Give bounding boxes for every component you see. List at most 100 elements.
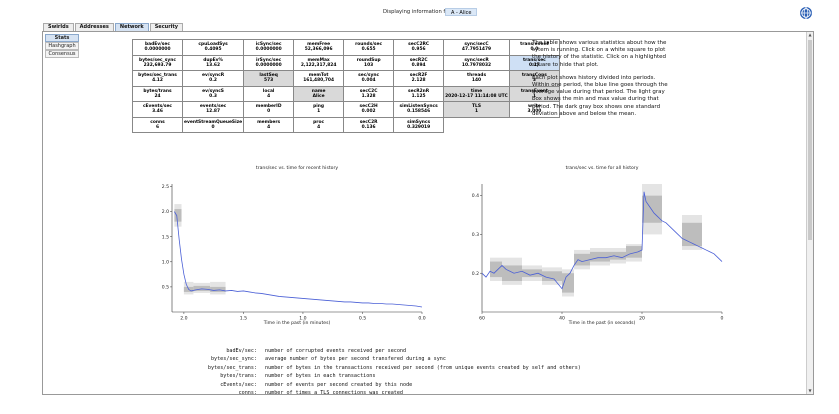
stat-cell-ev-syncs[interactable]: ev/syncS 0.3 <box>181 85 245 102</box>
stat-cell-time[interactable]: time 2020-12-17 11:14:08 UTC <box>443 85 510 102</box>
stat-cell-memmax[interactable]: memMax 2,122,317,824 <box>293 54 345 71</box>
member-selector[interactable]: A - Alice <box>445 8 478 16</box>
stat-cell-cevents-sec[interactable]: cEvents/sec 3.46 <box>132 101 183 118</box>
stats-row: badEv/sec 0.0000000 cpuLoadSys 0.4095 icSync… <box>132 39 560 56</box>
stat-cell-ping[interactable]: ping 1 <box>293 101 345 118</box>
y-tick-label: 0.2 <box>472 271 479 277</box>
scroll-down-icon[interactable]: ▼ <box>808 388 812 393</box>
tab-swirlds[interactable]: Swirlds <box>43 23 74 31</box>
stat-value: 232,693.79 <box>143 62 172 68</box>
stat-cell-eventstreamqueuesize[interactable]: eventStreamQueueSize 0 <box>181 116 245 133</box>
sub-tabs: Stats Hashgraph Consensus <box>45 34 79 58</box>
stat-value: 6 <box>155 124 160 130</box>
tab-security[interactable]: Security <box>149 23 184 31</box>
stat-cell-simlistensyncs[interactable]: simListenSyncs 0.158546 <box>393 101 445 118</box>
stat-cell-events-sec[interactable]: events/sec 12.87 <box>181 101 245 118</box>
tab-addresses[interactable]: Addresses <box>74 23 114 31</box>
stat-cell-memfree[interactable]: memFree 52,366,096 <box>293 39 345 56</box>
glossary-text: number of corrupted events received per … <box>265 348 407 354</box>
y-tick-label: 2.5 <box>162 184 169 190</box>
stat-cell-transevent[interactable]: transEvent 1 <box>508 85 560 102</box>
stat-value: 1.125 <box>411 93 426 99</box>
chart-title: trans/sec vs. time for all history <box>565 166 639 171</box>
stat-cell-secc2r[interactable]: secC2R 0.136 <box>343 116 395 133</box>
stat-cell-irsync-sec[interactable]: irSync/sec 0.0000000 <box>243 54 295 71</box>
stat-cell-badev-sec[interactable]: badEv/sec 0.0000000 <box>132 39 183 56</box>
stats-row: cEvents/sec 3.46 events/sec 12.87 memberID 0 p… <box>132 101 560 118</box>
stat-cell-roundsup[interactable]: roundSup 103 <box>343 54 395 71</box>
stat-cell-conns[interactable]: conns 6 <box>132 116 183 133</box>
stat-cell-ev-syncr[interactable]: ev/syncR 0.2 <box>181 70 245 87</box>
stat-value: 4 <box>267 124 271 130</box>
x-axis-label: Time in the past (in seconds) <box>568 321 636 326</box>
stat-cell-icsync-sec[interactable]: icSync/sec 0.0000000 <box>243 39 295 56</box>
stat-name: conns <box>150 119 165 125</box>
stat-cell-rounds-sec[interactable]: rounds/sec 0.655 <box>343 39 395 56</box>
subtab-consensus[interactable]: Consensus <box>45 50 79 58</box>
stat-cell-members[interactable]: members 4 <box>243 116 295 133</box>
stat-cell-bytes-sec-sync[interactable]: bytes/sec_sync 232,693.79 <box>132 54 183 71</box>
stat-value: 103 <box>364 62 374 68</box>
stat-cell-memtot[interactable]: memTot 161,480,704 <box>293 70 345 87</box>
stat-cell-write[interactable]: write 3,000 <box>508 101 560 118</box>
stat-cell-cpuloadsys[interactable]: cpuLoadSys 0.4095 <box>181 39 245 56</box>
glossary-item: cEvents/sec: number of events per second … <box>133 381 581 389</box>
stat-cell-local[interactable]: local 4 <box>243 85 295 102</box>
stat-cell-sync-secr[interactable]: sync/secR 10.7978032 <box>443 54 510 71</box>
stat-value: 0.2 <box>209 78 217 84</box>
stat-cell-simsyncs[interactable]: simSyncs 0.329019 <box>393 116 445 133</box>
stat-cell-bytes-sec-trans[interactable]: bytes/sec_trans 4.12 <box>132 70 183 87</box>
stat-cell-threads[interactable]: threads 140 <box>443 70 510 87</box>
stat-cell-trans-sec[interactable]: trans/sec 0.17 <box>508 54 560 71</box>
stat-name: simSyncs <box>407 119 431 125</box>
stat-name: memberID <box>255 104 282 110</box>
stddev-box <box>682 222 702 247</box>
stat-cell-secc2h[interactable]: secC2H 0.002 <box>343 101 395 118</box>
glossary-text: number of events per second created by t… <box>265 381 413 388</box>
stddev-box <box>174 209 182 222</box>
stat-cell-memberid[interactable]: memberID 0 <box>243 101 295 118</box>
subtab-stats[interactable]: Stats <box>45 34 79 42</box>
x-tick-label: 0.0 <box>418 316 425 322</box>
scroll-up-icon[interactable]: ▲ <box>808 32 812 37</box>
stat-cell-dupev[interactable]: dupEv% 13.62 <box>181 54 245 71</box>
stat-cell-secr2nr[interactable]: secR2nR 1.125 <box>393 85 445 102</box>
stat-cell-proc[interactable]: proc 4 <box>293 116 345 133</box>
scrollbar-thumb[interactable] <box>808 40 812 240</box>
stat-name: TLS <box>472 104 481 110</box>
stat-cell-secr2c[interactable]: secR2C 0.894 <box>393 54 445 71</box>
stat-cell-name[interactable]: name Alice <box>293 85 345 102</box>
stat-value: 3,000 <box>527 109 542 115</box>
stat-cell-secc2rc[interactable]: secC2RC 0.956 <box>393 39 445 56</box>
stat-name: roundSup <box>356 57 381 63</box>
stat-cell-bytes-trans[interactable]: bytes/trans 24 <box>132 85 183 102</box>
vertical-scrollbar[interactable]: ▲ ▼ <box>806 32 813 394</box>
glossary-text: number of times a TLS connections was cr… <box>265 390 404 397</box>
stat-cell-sync-secc[interactable]: sync/secC 47.7951479 <box>443 39 510 56</box>
subtab-hashgraph[interactable]: Hashgraph <box>45 42 79 50</box>
stat-cell-lastseq[interactable]: lastSeq 573 <box>243 70 295 87</box>
stat-name: secC2H <box>359 104 378 110</box>
stat-cell-sec-sync[interactable]: sec/sync 0.004 <box>343 70 395 87</box>
stat-value: 0 <box>267 109 271 115</box>
stat-cell-tls[interactable]: TLS 1 <box>443 101 510 118</box>
stat-name: eventStreamQueueSize <box>184 119 243 125</box>
stat-name: simListenSyncs <box>399 104 438 110</box>
display-info-label: Displaying information for: <box>383 9 453 15</box>
stat-value: 52,366,096 <box>304 47 333 53</box>
recent-history-chart: trans/sec vs. time for recent history 0.5… <box>158 166 428 334</box>
stddev-box <box>210 286 226 292</box>
stat-name: lastSeq <box>259 73 278 79</box>
stat-value: 0.004 <box>361 78 376 84</box>
stat-cell-secc2c[interactable]: secC2C 1.328 <box>343 85 395 102</box>
stat-name: events/sec <box>199 104 227 110</box>
stat-cell-secr2f[interactable]: secR2F 2.128 <box>393 70 445 87</box>
stat-value: 3.46 <box>152 109 163 115</box>
stat-name: secR2F <box>409 73 428 79</box>
x-tick-label: 2.0 <box>180 316 187 322</box>
stat-name: trans/sec <box>523 57 546 63</box>
stat-name: transEvent <box>520 88 548 94</box>
stat-cell-transcons[interactable]: transCons 3 <box>508 70 560 87</box>
stat-value: 0.0000000 <box>255 62 282 68</box>
tab-network[interactable]: Network <box>114 23 149 31</box>
